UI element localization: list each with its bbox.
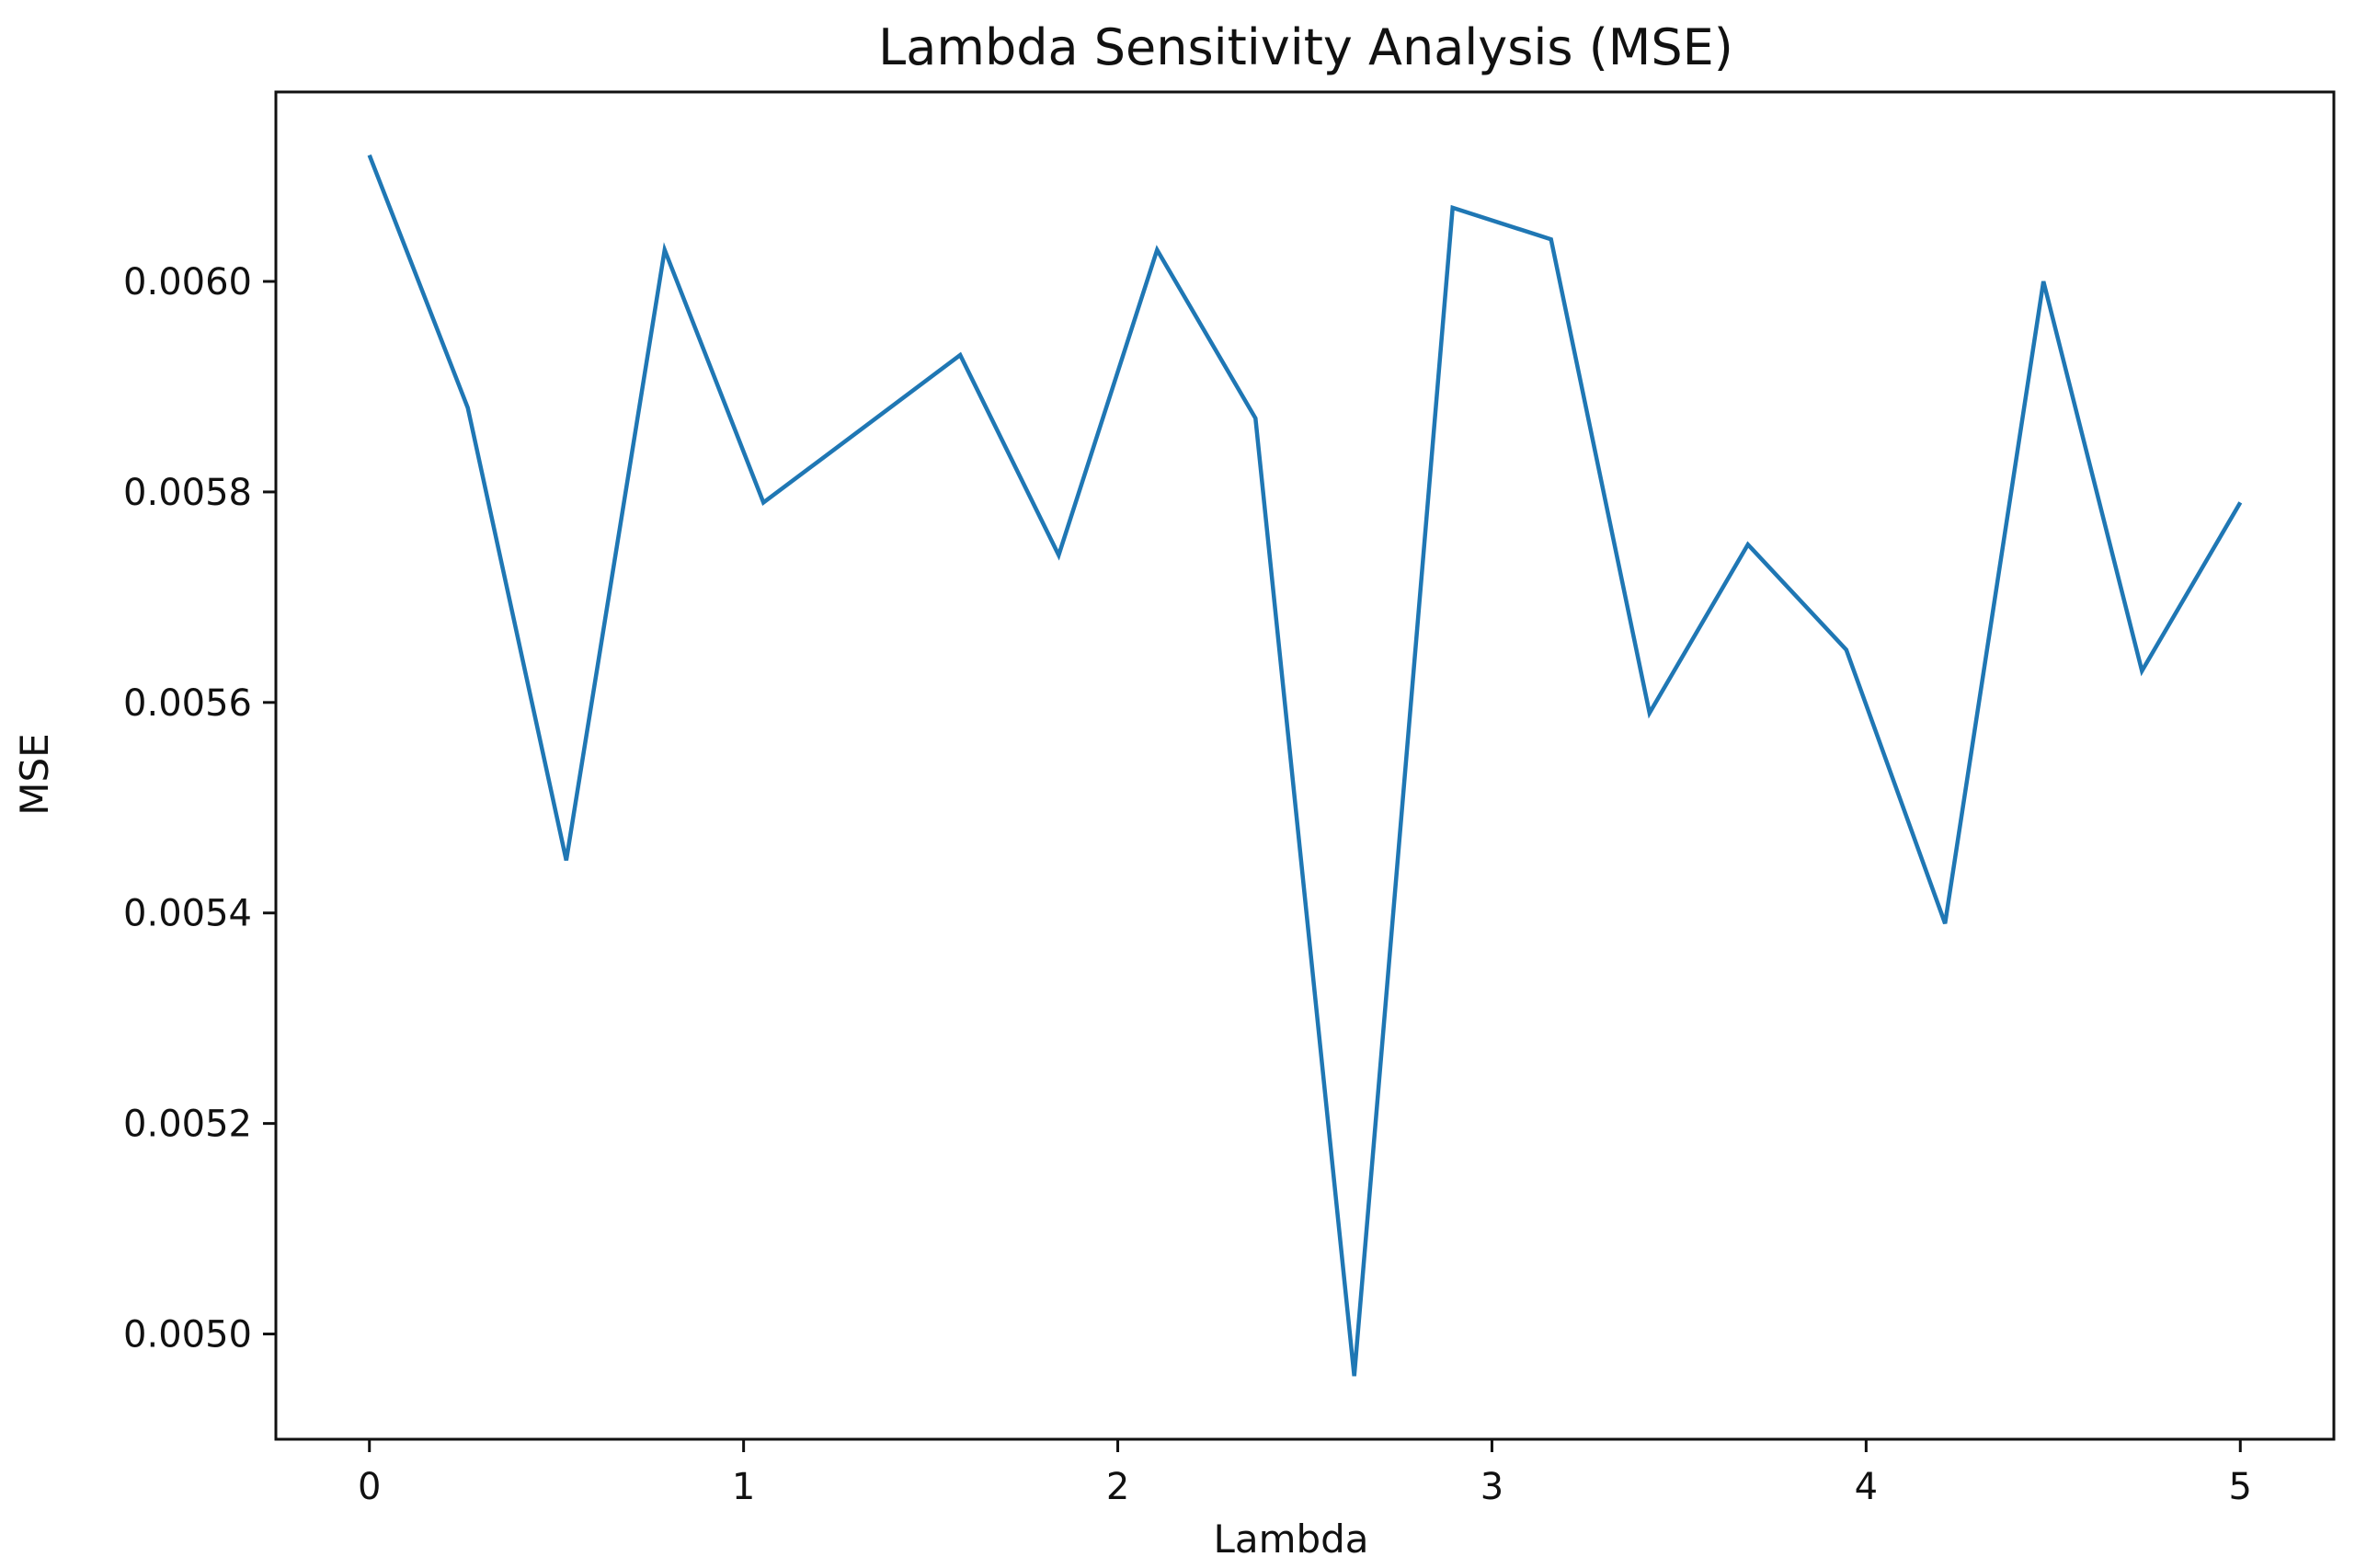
x-tick-label: 1 bbox=[732, 1466, 755, 1508]
series-line bbox=[367, 154, 2243, 1377]
y-tick-label: 0.0054 bbox=[123, 893, 252, 935]
chart-title: Lambda Sensitivity Analysis (MSE) bbox=[878, 18, 1733, 76]
y-axis-label: MSE bbox=[12, 733, 57, 815]
y-tick-label: 0.0050 bbox=[123, 1314, 252, 1356]
series-layer bbox=[367, 154, 2243, 1377]
x-axis-ticks: 0 1 2 3 4 5 bbox=[358, 1439, 2252, 1508]
y-axis-ticks: 0.0050 0.0052 0.0054 0.0056 0.0058 0.0060 bbox=[123, 261, 276, 1356]
y-tick-label: 0.0056 bbox=[123, 682, 252, 725]
x-tick-label: 4 bbox=[1855, 1466, 1878, 1508]
x-tick-label: 3 bbox=[1480, 1466, 1503, 1508]
x-axis-label: Lambda bbox=[1213, 1516, 1368, 1562]
y-tick-label: 0.0052 bbox=[123, 1104, 252, 1146]
y-tick-label: 0.0058 bbox=[123, 472, 252, 514]
plot-frame bbox=[274, 90, 2336, 1441]
x-tick-label: 0 bbox=[358, 1466, 381, 1508]
y-tick-label: 0.0060 bbox=[123, 261, 252, 303]
x-tick-label: 2 bbox=[1106, 1466, 1129, 1508]
x-tick-label: 5 bbox=[2229, 1466, 2252, 1508]
